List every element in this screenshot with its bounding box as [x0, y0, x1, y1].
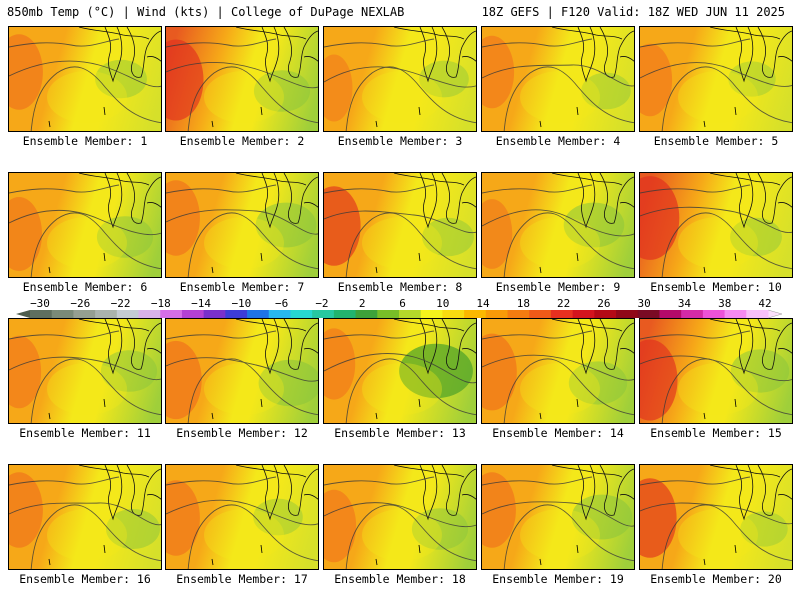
colorbar-swatch: [702, 310, 726, 318]
ensemble-member-label: Ensemble Member: 13: [334, 426, 466, 440]
ensemble-member-map: [639, 464, 793, 570]
ensemble-member-map: [323, 318, 477, 424]
colorbar-tick-label: 34: [678, 298, 692, 310]
ensemble-member-label: Ensemble Member: 10: [650, 280, 782, 294]
ensemble-member-map: [323, 172, 477, 278]
ensemble-member-label: Ensemble Member: 19: [492, 572, 624, 586]
colorbar-tick-label: 22: [557, 298, 570, 310]
colorbar-swatch: [616, 310, 639, 318]
colorbar-tick-label: −2: [315, 298, 328, 310]
ensemble-member-label: Ensemble Member: 20: [650, 572, 782, 586]
colorbar-swatch: [116, 310, 140, 318]
colorbar-tick-label: 10: [436, 298, 449, 310]
colorbar-swatch: [681, 310, 704, 318]
ensemble-member-map: [165, 26, 319, 132]
ensemble-member-map: [639, 26, 793, 132]
colorbar-swatch: [507, 310, 530, 318]
ensemble-member-label: Ensemble Member: 14: [492, 426, 624, 440]
ensemble-member-map: [8, 26, 162, 132]
colorbar-swatch: [550, 310, 574, 318]
colorbar-tick-label: 42: [758, 298, 771, 310]
ensemble-member-map: [323, 464, 477, 570]
colorbar-tick-label: −26: [70, 298, 90, 310]
colorbar-swatch: [572, 310, 595, 318]
colorbar-swatch: [30, 310, 53, 318]
ensemble-member-label: Ensemble Member: 6: [22, 280, 148, 294]
colorbar-swatch: [746, 310, 769, 318]
ensemble-member-map: [481, 464, 635, 570]
colorbar-swatch: [529, 310, 552, 318]
ensemble-member-map: [165, 464, 319, 570]
colorbar-swatch: [724, 310, 747, 318]
colorbar-tick-label: −18: [151, 298, 171, 310]
ensemble-member-map: [8, 318, 162, 424]
colorbar-swatch: [138, 310, 161, 318]
ensemble-member-label: Ensemble Member: 7: [179, 280, 305, 294]
colorbar-tick-label: −14: [191, 298, 211, 310]
colorbar-swatch: [420, 310, 443, 318]
ensemble-member-label: Ensemble Member: 8: [337, 280, 463, 294]
map-title: 850mb Temp (°C) | Wind (kts) | College o…: [7, 5, 405, 19]
colorbar-swatch: [594, 310, 617, 318]
colorbar-tick-label: −30: [30, 298, 50, 310]
colorbar-tick-label: −10: [231, 298, 251, 310]
colorbar-tick-label: 30: [638, 298, 651, 310]
ensemble-member-map: [639, 318, 793, 424]
colorbar-right-arrow: [767, 309, 783, 319]
colorbar-tick-label: 18: [517, 298, 530, 310]
colorbar-swatch: [312, 310, 335, 318]
ensemble-member-label: Ensemble Member: 4: [495, 134, 621, 148]
ensemble-member-label: Ensemble Member: 9: [495, 280, 621, 294]
colorbar-swatch: [637, 310, 660, 318]
ensemble-member-label: Ensemble Member: 3: [337, 134, 463, 148]
colorbar-tick-label: 26: [597, 298, 610, 310]
colorbar-swatch: [73, 310, 96, 318]
colorbar-swatch: [377, 310, 400, 318]
colorbar-swatch: [225, 310, 248, 318]
colorbar-swatch: [659, 310, 682, 318]
colorbar-tick-label: −6: [275, 298, 288, 310]
ensemble-member-label: Ensemble Member: 5: [653, 134, 779, 148]
temperature-colorbar: −30 −26 −22 −18 −14 −10 −6 −2 2 6 10 14 18 22 26 30 34 38…: [16, 298, 783, 319]
ensemble-member-label: Ensemble Member: 1: [22, 134, 148, 148]
colorbar-swatch: [399, 310, 422, 318]
ensemble-member-map: [639, 172, 793, 278]
colorbar-left-arrow: [16, 310, 30, 318]
colorbar-tick-label: −22: [111, 298, 131, 310]
ensemble-member-label: Ensemble Member: 18: [334, 572, 466, 586]
ensemble-member-map: [8, 464, 162, 570]
colorbar-swatch: [247, 310, 270, 318]
ensemble-member-map: [165, 172, 319, 278]
ensemble-member-label: Ensemble Member: 15: [650, 426, 782, 440]
ensemble-member-label: Ensemble Member: 2: [179, 134, 305, 148]
colorbar-swatch: [181, 310, 205, 318]
ensemble-member-map: [165, 318, 319, 424]
colorbar-swatch: [160, 310, 183, 318]
colorbar-swatch: [355, 310, 378, 318]
colorbar-swatch: [268, 310, 291, 318]
ensemble-member-map: [8, 172, 162, 278]
ensemble-member-map: [323, 26, 477, 132]
ensemble-member-map: [481, 26, 635, 132]
colorbar-swatch: [333, 310, 357, 318]
colorbar-swatch: [203, 310, 226, 318]
ensemble-member-label: Ensemble Member: 12: [176, 426, 308, 440]
colorbar-tick-label: 14: [476, 298, 490, 310]
colorbar-tick-label: 2: [359, 298, 366, 310]
ensemble-member-map: [481, 172, 635, 278]
colorbar-swatch: [51, 310, 74, 318]
colorbar-tick-label: 38: [718, 298, 731, 310]
colorbar-swatch: [290, 310, 313, 318]
ensemble-member-label: Ensemble Member: 11: [19, 426, 151, 440]
colorbar-swatch: [95, 310, 118, 318]
colorbar-tick-label: 6: [399, 298, 406, 310]
ensemble-member-label: Ensemble Member: 17: [176, 572, 308, 586]
model-run-valid-time: 18Z GEFS | F120 Valid: 18Z WED JUN 11 20…: [481, 5, 785, 19]
ensemble-member-label: Ensemble Member: 16: [19, 572, 151, 586]
colorbar-swatch: [464, 310, 487, 318]
ensemble-member-map: [481, 318, 635, 424]
colorbar-swatch: [442, 310, 465, 318]
colorbar-swatch: [485, 310, 509, 318]
